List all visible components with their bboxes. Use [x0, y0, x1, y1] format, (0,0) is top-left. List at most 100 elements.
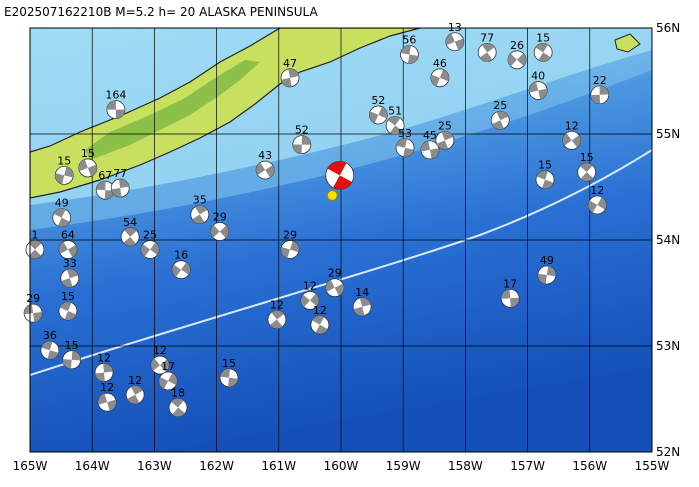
event-label: 15	[57, 154, 71, 167]
lat-label: 56N	[656, 21, 680, 35]
ball-quadrant	[220, 368, 238, 387]
event-label: 22	[593, 74, 607, 87]
ball-quadrant	[400, 45, 419, 64]
beachball	[60, 268, 80, 288]
beachball	[168, 398, 188, 417]
beachball	[54, 165, 74, 185]
ball-quadrant	[325, 279, 344, 296]
ball-quadrant	[95, 363, 113, 382]
ball-quadrant	[327, 161, 353, 190]
event-label: 36	[43, 329, 57, 342]
ball-quadrant	[508, 53, 527, 67]
event-label: 26	[510, 39, 524, 52]
beachball	[535, 170, 555, 189]
beachball	[577, 162, 597, 182]
ball-quadrant	[353, 297, 371, 316]
ball-quadrant	[369, 106, 388, 124]
event-label: 17	[161, 360, 175, 373]
lon-label: 162W	[199, 459, 234, 473]
event-label: 52	[295, 124, 309, 137]
event-label: 25	[438, 119, 452, 132]
event-label: 33	[63, 257, 77, 270]
event-label: 29	[328, 267, 342, 280]
event-label: 40	[531, 70, 545, 83]
events: 1644713772615465622402512151215491714291…	[23, 21, 610, 417]
lat-label: 52N	[656, 445, 680, 459]
lat-label: 53N	[656, 339, 680, 353]
beachball	[58, 301, 78, 321]
event-label: 12	[590, 184, 604, 197]
ball-quadrant	[537, 266, 556, 284]
event-label: 1	[31, 229, 38, 242]
ball-quadrant	[529, 81, 548, 100]
lat-label: 54N	[656, 233, 680, 247]
beachball	[94, 363, 114, 382]
beachball	[325, 160, 355, 190]
ball-quadrant	[98, 393, 117, 411]
ball-quadrant	[580, 163, 594, 182]
beachball	[95, 180, 115, 200]
ball-quadrant	[436, 131, 454, 150]
beachball	[368, 105, 388, 125]
event-label: 46	[433, 57, 447, 70]
ball-quadrant	[292, 135, 311, 154]
beachball	[171, 260, 191, 280]
ball-quadrant	[492, 111, 509, 130]
lon-label: 161W	[261, 459, 296, 473]
event-label: 12	[153, 344, 167, 357]
ball-quadrant	[96, 181, 115, 200]
beachball	[140, 240, 160, 259]
beachball	[58, 240, 78, 259]
beachball	[280, 68, 300, 88]
ball-quadrant	[562, 133, 581, 148]
beachball	[52, 208, 72, 228]
ball-quadrant	[78, 159, 97, 177]
beachball	[300, 291, 320, 310]
beachball	[62, 350, 82, 370]
beachball	[120, 227, 140, 247]
event-label: 49	[540, 254, 554, 267]
ball-quadrant	[501, 289, 520, 308]
event-label: 43	[258, 149, 272, 162]
event-label: 45	[423, 129, 437, 142]
event-label: 12	[303, 279, 317, 292]
event-label: 25	[143, 229, 157, 242]
event-label: 29	[213, 211, 227, 224]
beachball	[325, 278, 345, 298]
beachball	[395, 138, 415, 158]
ball-quadrant	[210, 224, 229, 239]
ball-quadrant	[256, 162, 275, 178]
beachball	[219, 368, 239, 388]
beachball	[190, 205, 210, 224]
beachball	[562, 130, 582, 150]
beachball	[310, 315, 330, 335]
ball-quadrant	[172, 262, 191, 278]
beachball	[106, 100, 126, 120]
ball-quadrant	[55, 166, 74, 185]
ball-quadrant	[280, 240, 299, 259]
lon-label: 157W	[510, 459, 545, 473]
ball-quadrant	[420, 141, 439, 159]
ball-quadrant	[62, 350, 81, 369]
event-label: 14	[355, 286, 369, 299]
map-frame	[29, 27, 653, 453]
ball-quadrant	[269, 310, 285, 329]
lon-label: 160W	[324, 459, 359, 473]
beachball	[590, 85, 610, 105]
beachball	[352, 297, 372, 317]
event-label: 12	[128, 374, 142, 387]
beachball	[533, 42, 553, 62]
event-label: 77	[480, 31, 494, 44]
event-label: 29	[26, 292, 40, 305]
beachball	[97, 392, 117, 412]
ball-quadrant	[106, 100, 125, 119]
event-label: 52	[371, 94, 385, 107]
beachball	[528, 81, 548, 100]
beachball	[435, 130, 455, 150]
ball-quadrant	[41, 341, 59, 360]
beachball	[385, 116, 405, 135]
ball-quadrant	[123, 227, 137, 246]
event-label: 17	[503, 277, 517, 290]
lon-label: 164W	[75, 459, 110, 473]
